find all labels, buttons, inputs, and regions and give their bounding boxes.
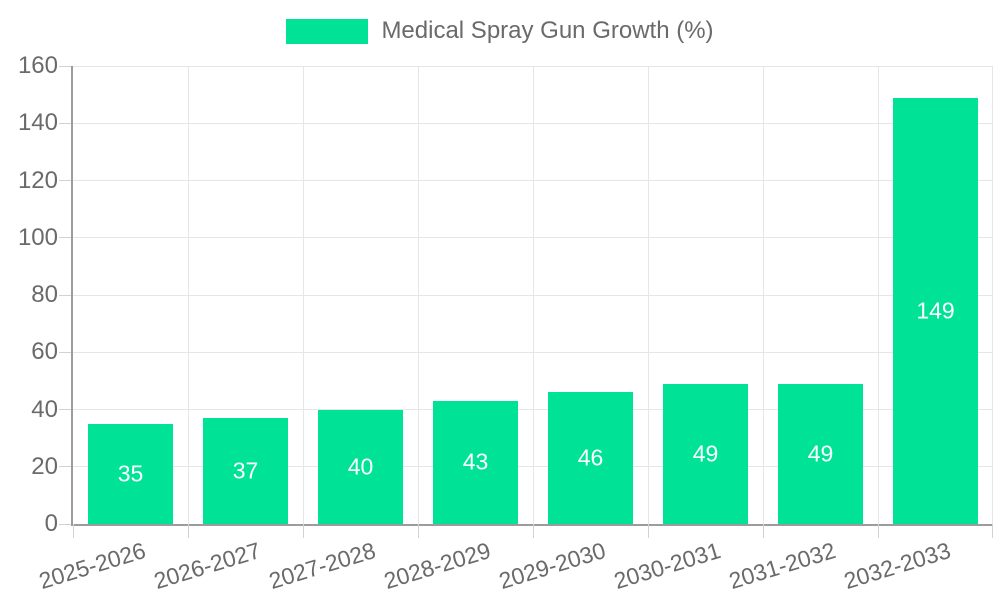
x-axis-tick-label: 2031-2032 bbox=[725, 537, 839, 595]
bar-2030-2031[interactable]: 49 bbox=[663, 383, 748, 524]
bar-value-label: 46 bbox=[577, 444, 604, 471]
y-axis-tick-label: 100 bbox=[17, 223, 58, 251]
y-tick-mark bbox=[59, 237, 71, 239]
bar-2032-2033[interactable]: 149 bbox=[893, 97, 978, 524]
bar-value-label: 49 bbox=[692, 440, 719, 467]
x-axis-tick-label: 2028-2029 bbox=[380, 537, 494, 595]
x-tick-mark bbox=[532, 524, 534, 538]
y-axis-line bbox=[71, 66, 73, 524]
x-tick-mark bbox=[187, 524, 189, 538]
y-tick-mark bbox=[59, 351, 71, 353]
x-axis-tick-label: 2027-2028 bbox=[265, 537, 379, 595]
x-tick-mark bbox=[991, 524, 993, 538]
legend-label: Medical Spray Gun Growth (%) bbox=[381, 17, 714, 44]
y-axis-tick-label: 60 bbox=[31, 338, 58, 366]
bar-value-label: 149 bbox=[916, 297, 955, 324]
plot-area: 0 20 40 60 80 100 120 140 160 35 2025-2026 37 2026-2… bbox=[18, 52, 993, 594]
bar-2027-2028[interactable]: 40 bbox=[318, 409, 403, 524]
v-gridline bbox=[877, 66, 879, 524]
y-axis-tick-label: 40 bbox=[31, 395, 58, 423]
y-axis-tick-label: 120 bbox=[17, 166, 58, 194]
v-gridline bbox=[417, 66, 419, 524]
v-gridline bbox=[302, 66, 304, 524]
y-tick-mark bbox=[59, 180, 71, 181]
y-axis-tick-label: 80 bbox=[31, 281, 58, 308]
bar-value-label: 49 bbox=[807, 440, 834, 467]
x-axis-tick-label: 2032-2033 bbox=[840, 537, 954, 595]
x-tick-mark bbox=[877, 524, 879, 538]
bar-2031-2032[interactable]: 49 bbox=[778, 383, 863, 524]
v-gridline bbox=[187, 66, 189, 524]
x-tick-mark bbox=[762, 524, 764, 538]
y-axis-tick-label: 20 bbox=[31, 452, 58, 480]
y-tick-mark bbox=[59, 65, 71, 67]
bar-value-label: 35 bbox=[117, 460, 144, 487]
x-tick-mark bbox=[417, 524, 419, 538]
bar-value-label: 40 bbox=[347, 453, 374, 480]
bar-2028-2029[interactable]: 43 bbox=[433, 400, 518, 524]
x-axis-tick-label: 2025-2026 bbox=[35, 537, 149, 595]
x-axis-line bbox=[71, 524, 993, 526]
bar-2029-2030[interactable]: 46 bbox=[548, 392, 633, 524]
bar-value-label: 37 bbox=[232, 457, 259, 484]
y-axis-tick-label: 0 bbox=[44, 510, 58, 537]
x-tick-mark bbox=[302, 524, 304, 538]
v-gridline bbox=[647, 66, 649, 524]
legend[interactable]: Medical Spray Gun Growth (%) bbox=[0, 17, 1000, 45]
x-tick-mark bbox=[647, 524, 649, 538]
x-axis-tick-label: 2026-2027 bbox=[150, 537, 264, 595]
bar-value-label: 43 bbox=[462, 448, 489, 475]
y-tick-mark bbox=[59, 409, 71, 410]
v-gridline bbox=[762, 66, 764, 524]
v-gridline bbox=[991, 66, 993, 524]
x-axis-tick-label: 2030-2031 bbox=[610, 537, 724, 595]
bar-2025-2026[interactable]: 35 bbox=[88, 423, 173, 524]
y-tick-mark bbox=[59, 523, 71, 525]
y-axis-tick-label: 140 bbox=[17, 109, 58, 137]
y-tick-mark bbox=[59, 466, 71, 468]
y-tick-mark bbox=[59, 122, 71, 124]
x-axis-tick-label: 2029-2030 bbox=[495, 537, 609, 595]
y-tick-mark bbox=[59, 294, 71, 296]
y-axis-tick-label: 160 bbox=[17, 52, 58, 79]
v-gridline bbox=[532, 66, 534, 524]
legend-swatch bbox=[286, 18, 369, 44]
x-tick-mark bbox=[72, 524, 74, 538]
bar-2026-2027[interactable]: 37 bbox=[203, 418, 288, 524]
